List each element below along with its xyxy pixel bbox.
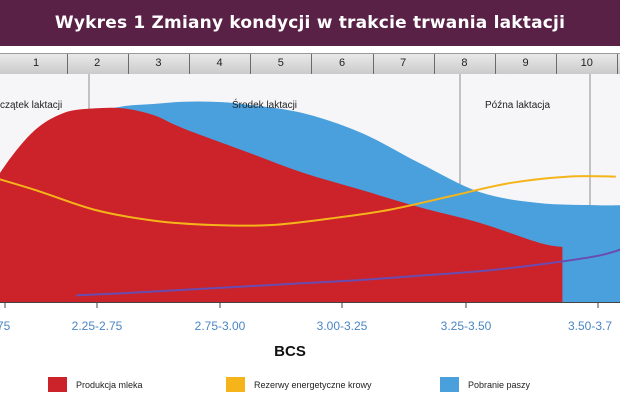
- month-tick: [127, 54, 129, 75]
- lactation-chart: [0, 74, 620, 308]
- month-tick: [617, 54, 619, 75]
- energy-reserves-line: [0, 175, 616, 227]
- chart-title: Wykres 1 Zmiany kondycji w trakcie trwan…: [54, 13, 566, 33]
- legend-label: Rezerwy energetyczne krowy: [254, 379, 372, 390]
- month-label-8: 8: [461, 57, 468, 69]
- bcs-category-label: 2.25-2.75: [71, 319, 123, 333]
- month-label-2: 2: [94, 57, 101, 69]
- legend-swatch: [440, 377, 459, 392]
- month-tick: [250, 54, 252, 75]
- chart-title-bar: Wykres 1 Zmiany kondycji w trakcie trwan…: [0, 0, 620, 46]
- month-label-3: 3: [155, 57, 162, 69]
- legend-swatch: [48, 377, 67, 392]
- month-label-5: 5: [277, 57, 284, 69]
- legend-swatch: [226, 377, 245, 392]
- month-tick: [433, 54, 435, 75]
- milk-production-area: [0, 107, 563, 302]
- month-label-6: 6: [338, 57, 346, 69]
- month-tick: [66, 54, 68, 75]
- bcs-category-label: 75: [0, 319, 11, 333]
- legend-label: Produkcja mleka: [76, 379, 143, 390]
- legend-item: Rezerwy energetyczne krowy: [226, 377, 372, 392]
- phase-label-3: Późna laktacja: [485, 100, 551, 111]
- bcs-category-label: 3.25-3.50: [440, 319, 492, 333]
- month-tick: [556, 54, 558, 75]
- month-tick: [495, 54, 496, 75]
- month-axis: 1 2 3 4 5 6 7 8 9 10: [0, 53, 620, 76]
- phase-label-2: Środek laktacji: [232, 100, 298, 111]
- month-label-10: 10: [580, 57, 593, 69]
- month-tick: [372, 54, 374, 75]
- month-label-4: 4: [216, 57, 223, 69]
- month-tick: [311, 54, 313, 75]
- bcs-trend-line: [76, 248, 620, 297]
- month-label-7: 7: [400, 57, 407, 69]
- legend-item: Produkcja mleka: [48, 377, 143, 392]
- legend-item: Pobranie paszy: [440, 377, 530, 392]
- bcs-axis-title: BCS: [274, 343, 306, 360]
- bcs-category-label: 3.50-3.7: [568, 319, 613, 333]
- month-tick: [189, 54, 190, 75]
- legend-label: Pobranie paszy: [468, 379, 531, 390]
- month-label-9: 9: [522, 57, 529, 69]
- bcs-category-label: 3.00-3.25: [316, 319, 368, 333]
- month-label-1: 1: [32, 57, 40, 69]
- bcs-category-label: 2.75-3.00: [194, 319, 246, 333]
- phase-label-1: czątek laktacji: [0, 100, 63, 111]
